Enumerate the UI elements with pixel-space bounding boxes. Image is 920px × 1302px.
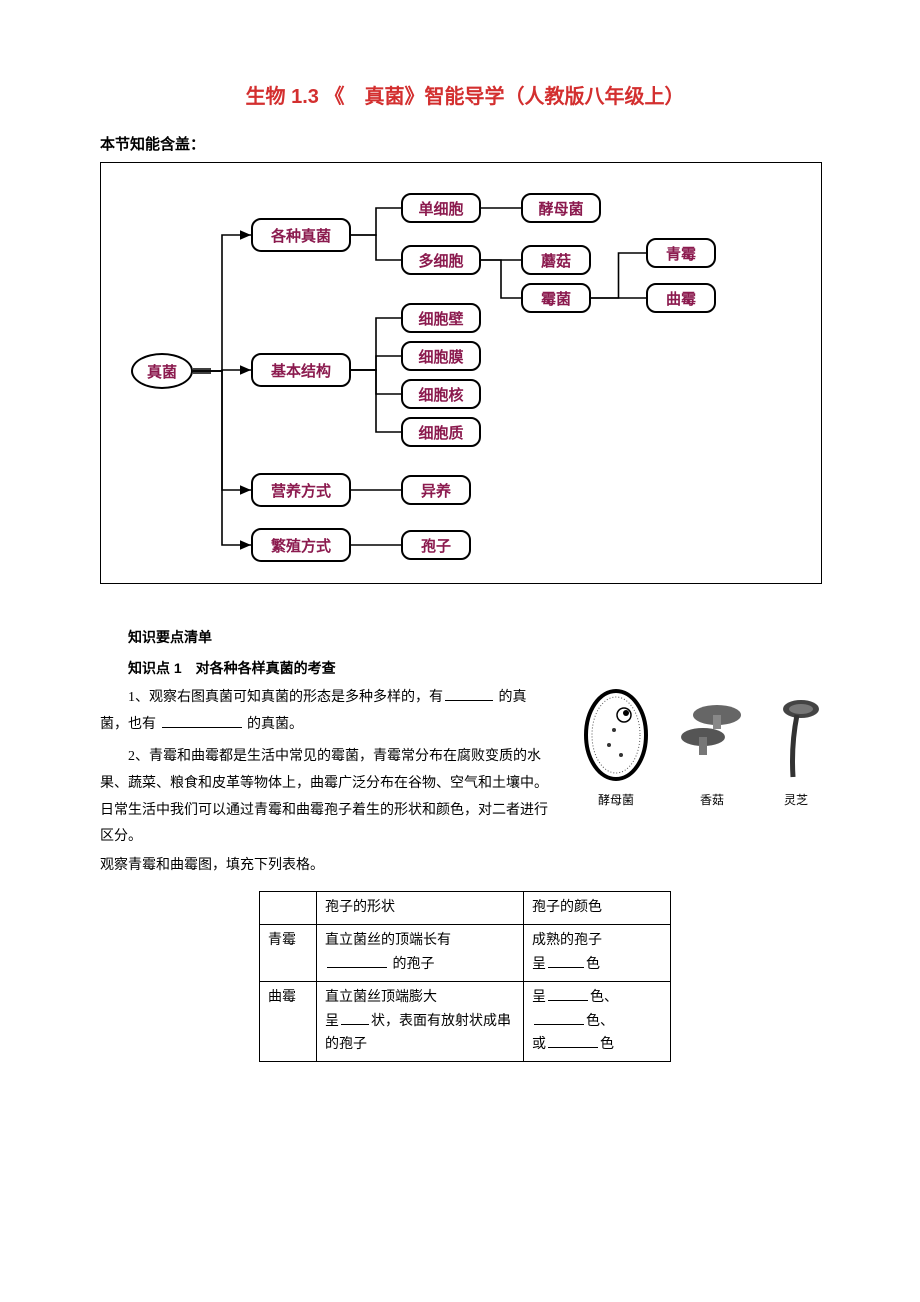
node-mold: 霉菌 xyxy=(521,283,591,313)
blank xyxy=(341,1010,369,1025)
blank xyxy=(162,713,242,728)
body-content: 知识要点清单 知识点 1 对各种各样真菌的考查 1、观察右图真菌可知真菌的形态是… xyxy=(100,624,830,1062)
txt: 色 xyxy=(586,957,600,972)
shiitake-icon xyxy=(677,695,747,785)
compare-table: 孢子的形状 孢子的颜色 青霉 直立菌丝的顶端长有 的孢子 成熟的孢子 呈色 曲霉… xyxy=(259,891,671,1062)
yeast-icon xyxy=(579,685,653,785)
node-root: 真菌 xyxy=(131,353,193,389)
node-aspergillus: 曲霉 xyxy=(646,283,716,313)
node-structure: 基本结构 xyxy=(251,353,351,387)
row2-shape: 直立菌丝顶端膨大 呈状，表面有放射状成串的孢子 xyxy=(317,981,524,1061)
blank xyxy=(548,1033,598,1048)
row1-name: 青霉 xyxy=(260,925,317,982)
txt: 色、 xyxy=(586,1014,614,1029)
txt: 的孢子 xyxy=(393,957,435,972)
th-blank xyxy=(260,892,317,925)
node-hetero: 异养 xyxy=(401,475,471,505)
node-membrane: 细胞膜 xyxy=(401,341,481,371)
blank xyxy=(548,953,584,968)
txt: 直立菌丝的顶端长有 xyxy=(325,933,451,948)
kp1-p1-a: 1、观察右图真菌可知真菌的形态是多种多样的，有 xyxy=(128,690,443,705)
row2-color: 呈色、 色、 或色 xyxy=(524,981,671,1061)
node-nutrition: 营养方式 xyxy=(251,473,351,507)
kp-heading: 知识要点清单 xyxy=(100,624,830,651)
table-row: 孢子的形状 孢子的颜色 xyxy=(260,892,671,925)
node-multi: 多细胞 xyxy=(401,245,481,275)
img-shiitake: 香菇 xyxy=(677,695,747,812)
th-shape: 孢子的形状 xyxy=(317,892,524,925)
node-types: 各种真菌 xyxy=(251,218,351,252)
kp1-p3: 观察青霉和曲霉图，填充下列表格。 xyxy=(100,853,550,880)
txt: 色 xyxy=(600,1037,614,1052)
caption-shiitake: 香菇 xyxy=(700,789,724,812)
kp1-p1: 1、观察右图真菌可知真菌的形态是多种多样的，有 的真菌，也有 的真菌。 xyxy=(100,685,550,738)
txt: 或 xyxy=(532,1037,546,1052)
node-nucleus: 细胞核 xyxy=(401,379,481,409)
row2-name: 曲霉 xyxy=(260,981,317,1061)
table-row: 青霉 直立菌丝的顶端长有 的孢子 成熟的孢子 呈 色 xyxy=(260,925,671,982)
diagram-connectors xyxy=(101,163,821,583)
kp1-p2: 2、青霉和曲霉都是生活中常见的霉菌，青霉常分布在腐败变质的水果、蔬菜、粮食和皮革… xyxy=(100,744,550,850)
page-title: 生物 1.3 《 真菌》智能导学（人教版八年级上） xyxy=(100,80,830,109)
txt: 呈 xyxy=(532,990,546,1005)
text-column: 1、观察右图真菌可知真菌的形态是多种多样的，有 的真菌，也有 的真菌。 2、青霉… xyxy=(100,685,550,879)
node-mushroom: 蘑菇 xyxy=(521,245,591,275)
node-reproduce: 繁殖方式 xyxy=(251,528,351,562)
node-spore: 孢子 xyxy=(401,530,471,560)
kp1-title: 知识点 1 对各种各样真菌的考查 xyxy=(100,655,830,682)
img-yeast: 酵母菌 xyxy=(579,685,653,812)
kp1-p1-c: 的真菌。 xyxy=(247,717,303,732)
blank xyxy=(548,986,588,1001)
caption-lingzhi: 灵芝 xyxy=(784,789,808,812)
concept-diagram: 真菌 各种真菌 单细胞多细胞 酵母菌蘑菇霉菌 青霉曲霉基本结构 细胞壁细胞膜细胞核细胞质营… xyxy=(100,162,822,584)
row1-shape: 直立菌丝的顶端长有 的孢子 xyxy=(317,925,524,982)
section-label: 本节知能含盖： xyxy=(100,133,830,154)
table-row: 曲霉 直立菌丝顶端膨大 呈状，表面有放射状成串的孢子 呈色、 色、 或色 xyxy=(260,981,671,1061)
txt: 直立菌丝顶端膨大 xyxy=(325,990,437,1005)
page: 生物 1.3 《 真菌》智能导学（人教版八年级上） 本节知能含盖： 真菌 各种真菌… xyxy=(0,0,920,1122)
txt: 色、 xyxy=(590,990,618,1005)
img-lingzhi: 灵芝 xyxy=(771,695,821,812)
blank xyxy=(327,953,387,968)
txt: 呈 xyxy=(532,957,546,972)
txt: 成熟的孢子 xyxy=(532,933,602,948)
image-column: 酵母菌 香菇 灵芝 xyxy=(570,685,830,812)
th-color: 孢子的颜色 xyxy=(524,892,671,925)
node-yeast: 酵母菌 xyxy=(521,193,601,223)
row1-color: 成熟的孢子 呈 色 xyxy=(524,925,671,982)
content-row: 1、观察右图真菌可知真菌的形态是多种多样的，有 的真菌，也有 的真菌。 2、青霉… xyxy=(100,685,830,879)
node-cytoplasm: 细胞质 xyxy=(401,417,481,447)
blank xyxy=(534,1010,584,1025)
caption-yeast: 酵母菌 xyxy=(598,789,634,812)
node-single: 单细胞 xyxy=(401,193,481,223)
lingzhi-icon xyxy=(771,695,821,785)
node-wall: 细胞壁 xyxy=(401,303,481,333)
node-penicillium: 青霉 xyxy=(646,238,716,268)
txt: 呈 xyxy=(325,1014,339,1029)
blank xyxy=(445,686,493,701)
